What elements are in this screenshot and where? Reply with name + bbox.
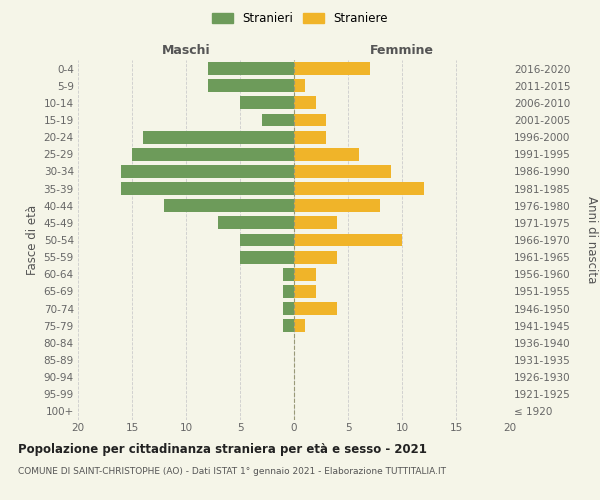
Bar xyxy=(208,80,294,92)
Y-axis label: Anni di nascita: Anni di nascita xyxy=(585,196,598,284)
Bar xyxy=(283,302,294,315)
Text: Maschi: Maschi xyxy=(161,44,211,57)
Bar xyxy=(283,320,294,332)
Bar xyxy=(294,62,370,75)
Bar xyxy=(240,250,294,264)
Bar xyxy=(240,96,294,110)
Bar xyxy=(294,234,402,246)
Bar xyxy=(294,320,305,332)
Bar xyxy=(294,80,305,92)
Bar xyxy=(294,216,337,230)
Bar xyxy=(294,114,326,126)
Bar xyxy=(294,165,391,178)
Bar xyxy=(294,250,337,264)
Bar xyxy=(283,268,294,280)
Bar xyxy=(294,182,424,195)
Bar xyxy=(294,96,316,110)
Bar xyxy=(262,114,294,126)
Bar xyxy=(294,148,359,160)
Bar xyxy=(164,200,294,212)
Bar xyxy=(294,200,380,212)
Text: Popolazione per cittadinanza straniera per età e sesso - 2021: Popolazione per cittadinanza straniera p… xyxy=(18,442,427,456)
Bar xyxy=(132,148,294,160)
Bar xyxy=(121,182,294,195)
Bar xyxy=(294,268,316,280)
Bar xyxy=(218,216,294,230)
Text: Femmine: Femmine xyxy=(370,44,434,57)
Text: COMUNE DI SAINT-CHRISTOPHE (AO) - Dati ISTAT 1° gennaio 2021 - Elaborazione TUTT: COMUNE DI SAINT-CHRISTOPHE (AO) - Dati I… xyxy=(18,468,446,476)
Y-axis label: Fasce di età: Fasce di età xyxy=(26,205,40,275)
Legend: Stranieri, Straniere: Stranieri, Straniere xyxy=(208,8,392,28)
Bar xyxy=(294,302,337,315)
Bar xyxy=(294,130,326,143)
Bar xyxy=(240,234,294,246)
Bar xyxy=(143,130,294,143)
Bar xyxy=(121,165,294,178)
Bar xyxy=(283,285,294,298)
Bar xyxy=(208,62,294,75)
Bar xyxy=(294,285,316,298)
